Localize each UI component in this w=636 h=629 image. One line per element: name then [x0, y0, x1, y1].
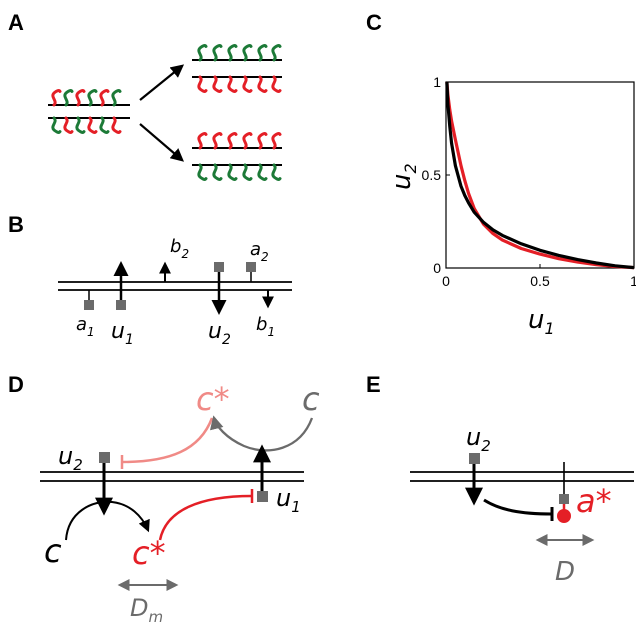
series-line-red — [445, 81, 635, 270]
d-label: D — [555, 557, 575, 587]
active-mark-dot — [557, 509, 571, 523]
plot-series — [445, 81, 635, 270]
histone-mark — [51, 116, 62, 134]
inhibition-curve-light-red — [121, 417, 214, 464]
conversion-arc-black — [65, 500, 150, 541]
histone-mark — [257, 75, 268, 93]
y-tick-label: 0 — [433, 260, 441, 276]
u2-site-marker — [214, 262, 224, 272]
u1-site-marker — [116, 300, 126, 310]
histone-mark — [75, 116, 86, 134]
histone-mark — [227, 163, 238, 181]
histone-marks-green — [197, 44, 282, 62]
histone-mark — [63, 89, 74, 107]
panel-a-label: A — [8, 10, 24, 35]
b1-label: b1 — [256, 314, 275, 339]
u2-label: u2 — [466, 423, 491, 455]
x-tick-label: 1 — [630, 273, 636, 289]
histone-mark — [63, 116, 74, 134]
histone-mark — [111, 89, 122, 107]
dm-label: Dm — [130, 594, 163, 626]
histone-mark — [212, 44, 223, 62]
u1-site-marker — [257, 491, 268, 502]
histone-mark — [212, 163, 223, 181]
histone-mark — [87, 116, 98, 134]
c-bottom-label: c — [44, 532, 62, 570]
y-tick-label: 0.5 — [422, 167, 442, 183]
histone-mark — [271, 132, 282, 150]
histone-mark — [242, 163, 253, 181]
histone-marks-red — [197, 75, 282, 93]
x-tick-label: 0 — [442, 273, 450, 289]
histone-marks-green — [197, 163, 282, 181]
u2-label: u2 — [208, 319, 231, 348]
panel-c: C 0 0.5 1 0 0.5 1 u1 u2 — [366, 10, 636, 338]
histone-mark — [242, 132, 253, 150]
a2-label: a2 — [250, 239, 269, 264]
histone-mark — [242, 44, 253, 62]
histone-mark — [257, 132, 268, 150]
y-tick-label: 1 — [433, 74, 441, 90]
histone-mark — [197, 44, 208, 62]
histone-mark — [227, 44, 238, 62]
c-star-bottom-label: c* — [132, 534, 166, 572]
x-tick-label: 0.5 — [530, 273, 550, 289]
c-star-top-label: c* — [196, 380, 230, 418]
series-line-black — [445, 81, 635, 270]
axis-ticks: 0 0.5 1 0 0.5 1 — [422, 74, 636, 289]
c-top-label: c — [302, 380, 320, 418]
a2-site-marker — [246, 262, 256, 272]
histone-mark — [99, 116, 110, 134]
panel-d-label: D — [8, 372, 24, 397]
u2-label: u2 — [58, 442, 83, 474]
histone-mark — [212, 75, 223, 93]
split-arrow-up — [139, 64, 185, 101]
panel-c-label: C — [366, 10, 382, 35]
histone-mark — [271, 75, 282, 93]
histone-mark — [257, 44, 268, 62]
u2-site-marker — [99, 452, 110, 463]
histone-mark — [257, 163, 268, 181]
histone-mark — [227, 132, 238, 150]
histone-marks-bottom — [51, 116, 122, 134]
panel-e: E u2 a* D — [366, 372, 634, 587]
panel-b-label: B — [8, 212, 24, 237]
histone-mark — [197, 75, 208, 93]
histone-marks-red — [197, 132, 282, 150]
histone-mark — [111, 116, 122, 134]
histone-mark — [197, 163, 208, 181]
b2-label: b2 — [170, 236, 189, 261]
a-star-label: a* — [576, 482, 612, 520]
histone-mark — [242, 75, 253, 93]
histone-mark — [51, 89, 62, 107]
histone-mark — [212, 132, 223, 150]
histone-mark — [271, 163, 282, 181]
histone-mark — [87, 89, 98, 107]
histone-marks-top — [51, 89, 122, 107]
a-site-marker — [559, 494, 569, 504]
histone-mark — [227, 75, 238, 93]
x-axis-label: u1 — [528, 305, 555, 338]
histone-mark — [197, 132, 208, 150]
split-arrow-down — [139, 123, 185, 162]
histone-mark — [75, 89, 86, 107]
inhibition-curve — [483, 498, 553, 516]
a1-site-marker — [84, 300, 94, 310]
panel-b: B a1 u1 b2 u2 a2 b1 — [8, 212, 292, 348]
u2-site-marker — [469, 453, 480, 464]
histone-mark — [271, 44, 282, 62]
u1-label: u1 — [111, 319, 134, 348]
y-axis-label: u2 — [387, 163, 420, 190]
conversion-arc-gray — [209, 415, 314, 452]
histone-mark — [99, 89, 110, 107]
plot-frame — [445, 81, 635, 269]
inhibition-curve-red — [158, 494, 253, 541]
panel-d: D c* c u2 u1 c c* Dm — [8, 372, 320, 626]
a1-label: a1 — [76, 314, 95, 339]
u1-label: u1 — [276, 484, 301, 516]
panel-e-label: E — [366, 372, 381, 397]
panel-a: A — [8, 10, 282, 181]
